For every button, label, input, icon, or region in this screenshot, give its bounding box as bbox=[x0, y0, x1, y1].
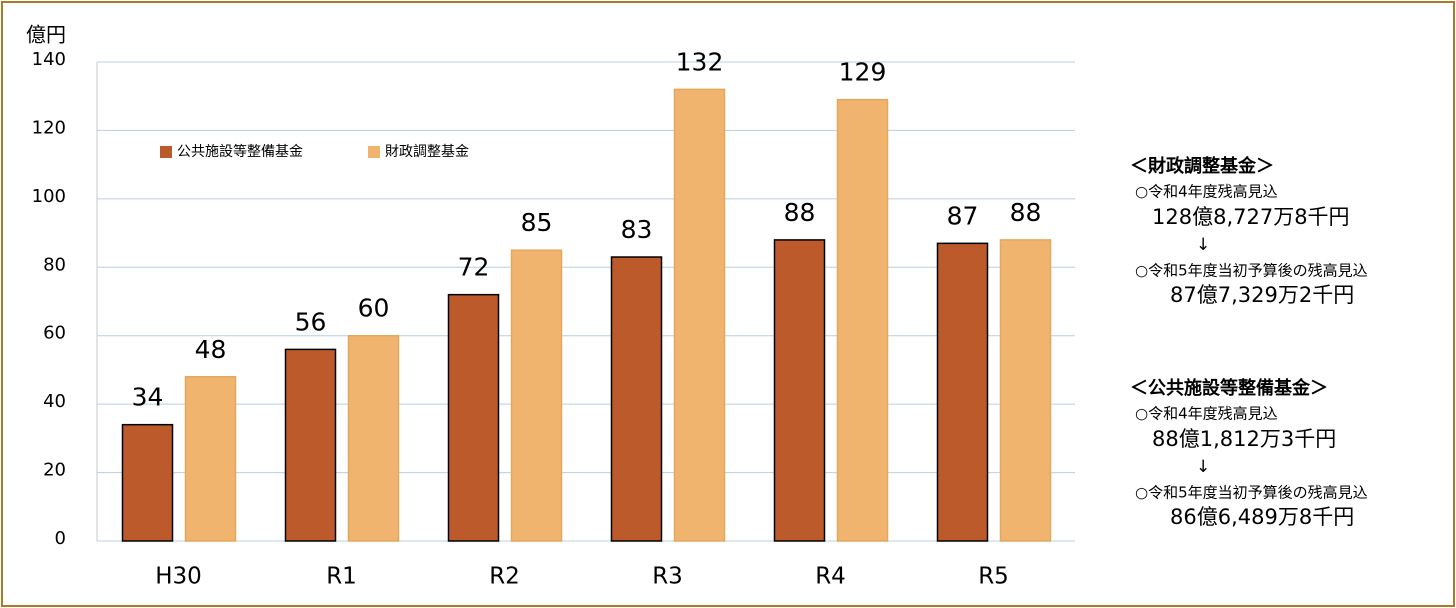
annotation-heading: ＜公共施設等整備基金＞ bbox=[1130, 377, 1328, 399]
y-tick-label: 60 bbox=[43, 323, 66, 344]
value-label: 85 bbox=[521, 208, 553, 237]
bar bbox=[510, 249, 563, 542]
value-label: 88 bbox=[784, 198, 816, 227]
x-tick-label: R4 bbox=[815, 564, 846, 590]
bar bbox=[673, 88, 726, 542]
legend-swatch bbox=[368, 146, 380, 158]
annotation-line: 128億8,727万8千円 bbox=[1152, 205, 1350, 229]
value-label: 129 bbox=[839, 58, 887, 87]
bar bbox=[184, 376, 237, 542]
annotation-line: 86億6,489万8千円 bbox=[1170, 505, 1354, 529]
annotation-line: ○令和4年度残高見込 bbox=[1135, 183, 1278, 201]
value-label: 83 bbox=[621, 215, 653, 244]
bar bbox=[773, 239, 826, 542]
value-label: 60 bbox=[358, 294, 390, 323]
annotation-line: ↓ bbox=[1196, 457, 1210, 477]
y-tick-label: 40 bbox=[43, 391, 66, 412]
annotation-line: ○令和5年度当初予算後の残高見込 bbox=[1135, 484, 1368, 502]
annotation-line: 88億1,812万3千円 bbox=[1152, 427, 1336, 451]
bar bbox=[347, 334, 400, 542]
legend-swatch bbox=[160, 146, 172, 158]
annotation-line: 87億7,329万2千円 bbox=[1170, 283, 1354, 307]
y-tick-label: 100 bbox=[32, 186, 66, 207]
legend-label: 公共施設等整備基金 bbox=[177, 143, 303, 160]
bar bbox=[999, 239, 1052, 542]
value-label: 72 bbox=[458, 253, 490, 282]
y-tick-label: 80 bbox=[43, 254, 66, 275]
annotation-line: ○令和5年度当初予算後の残高見込 bbox=[1135, 262, 1368, 280]
y-tick-label: 140 bbox=[32, 49, 66, 70]
value-label: 88 bbox=[1010, 198, 1042, 227]
value-label: 56 bbox=[295, 307, 327, 336]
value-label: 87 bbox=[947, 201, 979, 230]
y-tick-label: 120 bbox=[32, 117, 66, 138]
x-tick-label: R1 bbox=[326, 564, 357, 590]
y-axis-label: 億円 bbox=[26, 23, 66, 47]
x-tick-label: R3 bbox=[652, 564, 683, 590]
bar bbox=[610, 256, 663, 542]
y-tick-label: 0 bbox=[55, 528, 66, 549]
bar bbox=[284, 348, 337, 542]
value-label: 48 bbox=[195, 335, 227, 364]
annotation-line: ○令和4年度残高見込 bbox=[1135, 405, 1278, 423]
x-tick-label: R2 bbox=[489, 564, 520, 590]
x-tick-label: R5 bbox=[978, 564, 1009, 590]
x-tick-label: H30 bbox=[155, 564, 202, 590]
bar bbox=[936, 242, 989, 542]
bar bbox=[836, 98, 889, 542]
legend-label: 財政調整基金 bbox=[385, 143, 469, 160]
y-tick-label: 20 bbox=[43, 460, 66, 481]
bar bbox=[447, 293, 500, 542]
value-label: 132 bbox=[676, 47, 724, 76]
bar bbox=[121, 423, 174, 542]
value-label: 34 bbox=[132, 383, 164, 412]
annotation-line: ↓ bbox=[1196, 235, 1210, 255]
annotation-heading: ＜財政調整基金＞ bbox=[1130, 155, 1274, 177]
